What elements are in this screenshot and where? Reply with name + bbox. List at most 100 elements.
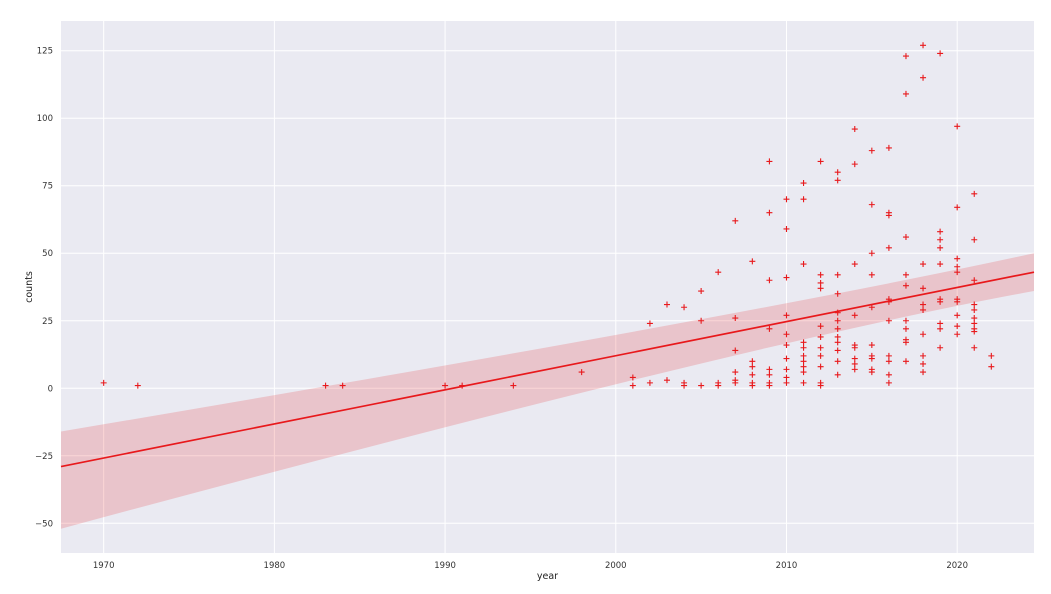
data-point bbox=[954, 123, 961, 130]
data-point bbox=[937, 344, 944, 351]
data-point bbox=[749, 363, 756, 370]
data-point bbox=[629, 374, 636, 381]
data-point bbox=[698, 288, 705, 295]
data-point bbox=[885, 212, 892, 219]
data-point bbox=[783, 312, 790, 319]
data-point bbox=[851, 312, 858, 319]
data-point bbox=[885, 379, 892, 386]
data-point bbox=[800, 196, 807, 203]
data-point bbox=[766, 371, 773, 378]
y-tick-label: −50 bbox=[35, 519, 53, 529]
data-point bbox=[766, 209, 773, 216]
data-point bbox=[937, 228, 944, 235]
data-point bbox=[834, 371, 841, 378]
data-point bbox=[851, 360, 858, 367]
data-point bbox=[510, 382, 517, 389]
data-point bbox=[800, 180, 807, 187]
data-point bbox=[937, 261, 944, 268]
data-point bbox=[783, 331, 790, 338]
data-point bbox=[681, 382, 688, 389]
data-point bbox=[800, 344, 807, 351]
y-tick-label: 25 bbox=[42, 317, 53, 327]
data-point bbox=[971, 315, 978, 322]
data-point bbox=[646, 379, 653, 386]
data-point bbox=[988, 352, 995, 359]
data-point bbox=[920, 42, 927, 49]
data-point bbox=[800, 379, 807, 386]
data-point bbox=[885, 144, 892, 151]
data-point bbox=[885, 371, 892, 378]
x-tick-label: 2000 bbox=[605, 561, 627, 571]
data-point bbox=[834, 177, 841, 184]
data-point bbox=[954, 255, 961, 262]
data-point bbox=[783, 342, 790, 349]
data-point bbox=[988, 363, 995, 370]
data-point bbox=[868, 271, 875, 278]
data-point bbox=[732, 369, 739, 376]
data-point bbox=[920, 352, 927, 359]
data-point bbox=[322, 382, 329, 389]
data-point bbox=[834, 339, 841, 346]
confidence-band bbox=[61, 253, 1034, 529]
data-point bbox=[954, 331, 961, 338]
data-point bbox=[339, 382, 346, 389]
x-tick-labels: 1970 1980 1990 2000 2010 2020 bbox=[93, 561, 968, 571]
data-point bbox=[954, 312, 961, 319]
data-point bbox=[715, 269, 722, 276]
data-point bbox=[954, 263, 961, 270]
data-point bbox=[902, 234, 909, 241]
data-point bbox=[749, 258, 756, 265]
data-point bbox=[800, 363, 807, 370]
data-point bbox=[954, 204, 961, 211]
data-point bbox=[868, 304, 875, 311]
data-point bbox=[851, 161, 858, 168]
data-points bbox=[100, 42, 995, 389]
data-point bbox=[817, 363, 824, 370]
data-point bbox=[851, 261, 858, 268]
data-point bbox=[920, 331, 927, 338]
y-tick-label: 0 bbox=[48, 384, 53, 394]
data-point bbox=[442, 382, 449, 389]
x-tick-label: 2010 bbox=[776, 561, 798, 571]
data-point bbox=[885, 358, 892, 365]
y-tick-label: −25 bbox=[35, 452, 53, 462]
y-tick-labels: −50 −25 0 25 50 75 100 125 bbox=[35, 47, 53, 530]
data-point bbox=[800, 261, 807, 268]
x-tick-label: 2020 bbox=[946, 561, 968, 571]
data-point bbox=[954, 298, 961, 305]
plot-background bbox=[61, 21, 1034, 553]
data-point bbox=[920, 306, 927, 313]
data-point bbox=[783, 274, 790, 281]
data-point bbox=[817, 382, 824, 389]
data-point bbox=[834, 358, 841, 365]
x-tick-label: 1970 bbox=[93, 561, 115, 571]
data-point bbox=[459, 382, 466, 389]
data-point bbox=[834, 271, 841, 278]
data-point bbox=[920, 360, 927, 367]
data-point bbox=[817, 352, 824, 359]
data-point bbox=[851, 366, 858, 373]
data-point bbox=[851, 126, 858, 133]
data-point bbox=[834, 309, 841, 316]
data-point bbox=[902, 358, 909, 365]
x-tick-label: 1980 bbox=[264, 561, 286, 571]
data-point bbox=[766, 158, 773, 165]
data-point bbox=[920, 369, 927, 376]
data-point bbox=[834, 169, 841, 176]
data-point bbox=[834, 325, 841, 332]
data-point bbox=[817, 323, 824, 330]
data-point bbox=[698, 317, 705, 324]
data-point bbox=[937, 320, 944, 327]
data-point bbox=[715, 382, 722, 389]
data-point bbox=[698, 382, 705, 389]
data-point bbox=[800, 369, 807, 376]
data-point bbox=[971, 320, 978, 327]
data-point bbox=[100, 379, 107, 386]
data-point bbox=[732, 315, 739, 322]
data-point bbox=[885, 244, 892, 251]
data-point bbox=[834, 290, 841, 297]
data-point bbox=[920, 261, 927, 268]
data-point bbox=[783, 379, 790, 386]
data-point bbox=[868, 147, 875, 154]
